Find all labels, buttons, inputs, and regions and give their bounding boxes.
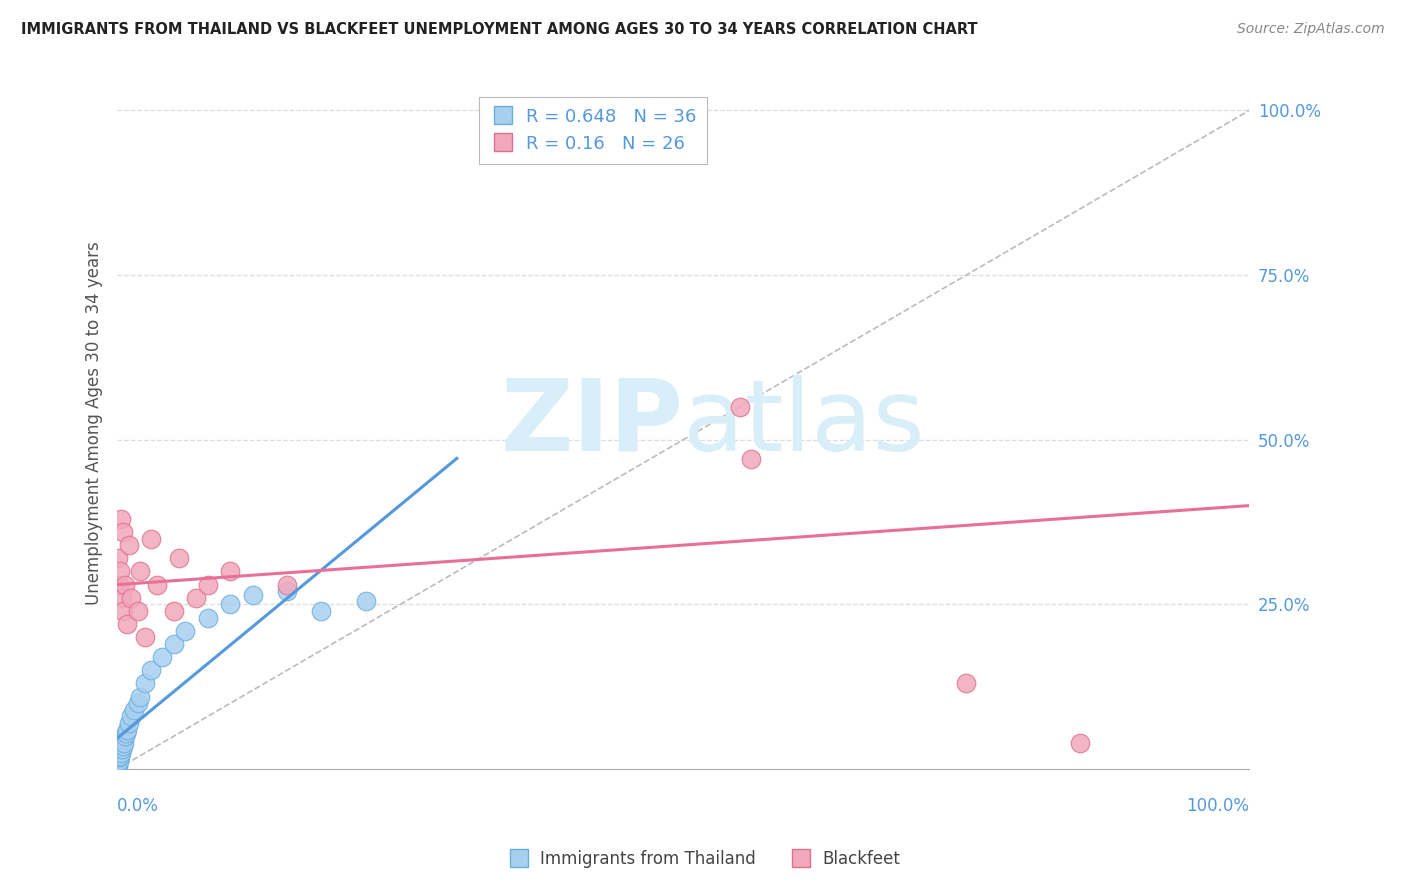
Text: ZIP: ZIP: [501, 375, 683, 472]
Y-axis label: Unemployment Among Ages 30 to 34 years: Unemployment Among Ages 30 to 34 years: [86, 242, 103, 605]
Point: [163, 637, 186, 651]
Point: [117, 617, 139, 632]
Point: [219, 598, 242, 612]
Text: 0.0%: 0.0%: [117, 797, 159, 814]
Point: [127, 604, 149, 618]
Point: [112, 732, 135, 747]
Point: [108, 746, 131, 760]
Point: [128, 690, 150, 704]
Point: [197, 610, 219, 624]
Text: 100.0%: 100.0%: [1187, 797, 1250, 814]
Point: [117, 538, 139, 552]
Point: [108, 750, 131, 764]
Point: [309, 604, 332, 618]
Legend: R = 0.648   N = 36, R = 0.16   N = 26: R = 0.648 N = 36, R = 0.16 N = 26: [478, 97, 707, 163]
Point: [114, 729, 136, 743]
Point: [117, 716, 139, 731]
Text: atlas: atlas: [683, 375, 925, 472]
Point: [108, 577, 131, 591]
Point: [110, 739, 132, 753]
Text: Source: ZipAtlas.com: Source: ZipAtlas.com: [1237, 22, 1385, 37]
Point: [107, 759, 129, 773]
Point: [127, 696, 149, 710]
Point: [141, 663, 163, 677]
Point: [111, 524, 134, 539]
Point: [740, 452, 762, 467]
Point: [114, 577, 136, 591]
Point: [242, 588, 264, 602]
Point: [110, 742, 132, 756]
Point: [112, 604, 135, 618]
Point: [356, 594, 378, 608]
Point: [112, 736, 135, 750]
Point: [955, 676, 977, 690]
Point: [1069, 736, 1091, 750]
Point: [110, 746, 132, 760]
Point: [108, 748, 131, 763]
Point: [111, 739, 134, 753]
Point: [107, 752, 129, 766]
Point: [108, 565, 131, 579]
Point: [111, 736, 134, 750]
Point: [110, 512, 132, 526]
Point: [115, 726, 138, 740]
Point: [169, 551, 191, 566]
Point: [122, 703, 145, 717]
Point: [146, 577, 169, 591]
Point: [276, 577, 298, 591]
Point: [728, 400, 751, 414]
Point: [174, 624, 197, 638]
Point: [152, 650, 174, 665]
Point: [107, 551, 129, 566]
Point: [117, 723, 139, 737]
Point: [186, 591, 208, 605]
Point: [107, 756, 129, 770]
Point: [163, 604, 186, 618]
Legend: Immigrants from Thailand, Blackfeet: Immigrants from Thailand, Blackfeet: [499, 844, 907, 875]
Point: [197, 577, 219, 591]
Point: [128, 565, 150, 579]
Point: [108, 748, 131, 763]
Point: [219, 565, 242, 579]
Point: [276, 584, 298, 599]
Text: IMMIGRANTS FROM THAILAND VS BLACKFEET UNEMPLOYMENT AMONG AGES 30 TO 34 YEARS COR: IMMIGRANTS FROM THAILAND VS BLACKFEET UN…: [21, 22, 977, 37]
Point: [134, 676, 156, 690]
Point: [134, 631, 156, 645]
Point: [111, 742, 134, 756]
Point: [120, 709, 142, 723]
Point: [141, 532, 163, 546]
Point: [111, 591, 134, 605]
Point: [108, 754, 131, 768]
Point: [120, 591, 142, 605]
Point: [107, 756, 129, 771]
